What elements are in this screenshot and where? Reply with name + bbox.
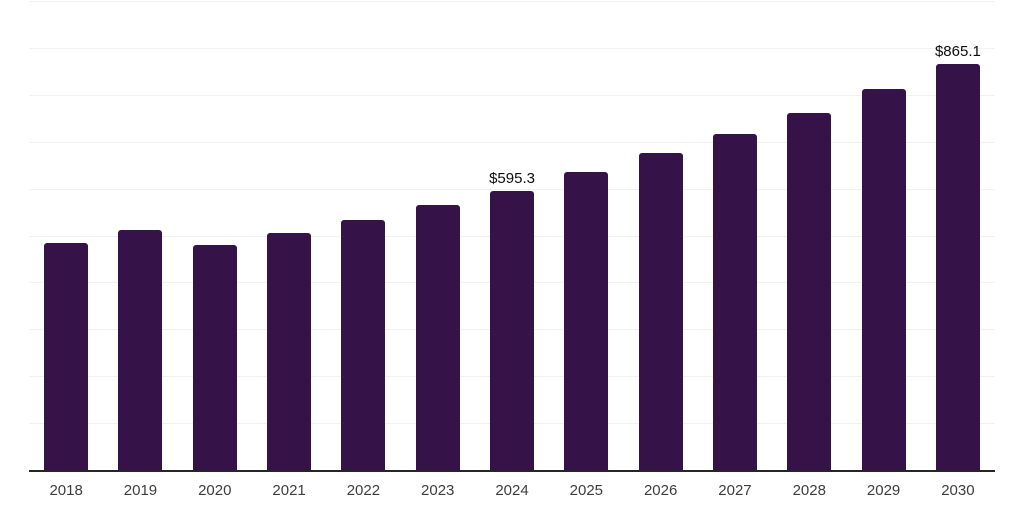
bar-slot (698, 1, 772, 470)
bar-2027 (712, 133, 757, 470)
bar-2030: $865.1 (935, 43, 981, 470)
gridline (29, 141, 995, 143)
x-tick-label: 2028 (792, 482, 826, 499)
x-tick-label: 2030 (941, 482, 975, 499)
bar-2021 (267, 232, 312, 470)
x-tick-label: 2025 (569, 482, 604, 499)
bar-slot: $595.3 (475, 1, 549, 470)
bar-2026 (638, 152, 683, 470)
bar-2028 (787, 113, 832, 470)
bar-slot (624, 1, 698, 470)
gridline (29, 94, 995, 96)
bar-slot (178, 1, 252, 470)
bar-slot (252, 1, 326, 470)
bar-2023 (415, 204, 460, 470)
x-tick-label: 2020 (198, 482, 232, 499)
gridline (29, 47, 995, 49)
bar-value-label: $865.1 (934, 43, 981, 61)
x-tick-label: 2027 (718, 482, 752, 499)
x-tick-label: 2019 (123, 482, 158, 499)
x-tick-label: 2026 (643, 482, 678, 499)
bar-slot: $865.1 (921, 1, 995, 470)
x-tick-label: 2029 (866, 482, 901, 499)
x-tick-label: 2018 (49, 482, 83, 499)
bar-2024: $595.3 (489, 170, 535, 470)
bar-2019 (118, 229, 163, 470)
bar-slot (549, 1, 623, 470)
bar-2029 (861, 88, 906, 470)
bar-slot (29, 1, 103, 470)
bar-value-label: $595.3 (489, 169, 535, 187)
bars-container: $595.3 $865.1 (29, 1, 995, 470)
x-tick-label: 2023 (421, 482, 455, 499)
bar-2025 (564, 172, 609, 470)
gridline (29, 1, 995, 2)
x-tick-label: 2021 (272, 482, 306, 499)
x-tick-label: 2024 (495, 482, 529, 499)
bar-slot (772, 1, 846, 470)
x-axis-tick-labels: 2018 2019 2020 2021 2022 2023 2024 2025 2026 2027… (29, 482, 995, 499)
bar-slot (103, 1, 177, 470)
x-tick-label: 2022 (346, 482, 381, 499)
bar-2018 (44, 243, 89, 470)
bar-2020 (192, 244, 237, 470)
bar-slot (326, 1, 400, 470)
bar-2022 (341, 219, 386, 470)
bar-slot (401, 1, 475, 470)
gridline (29, 188, 995, 190)
bar-slot (846, 1, 920, 470)
plot-area: $595.3 $865.1 (29, 1, 995, 472)
